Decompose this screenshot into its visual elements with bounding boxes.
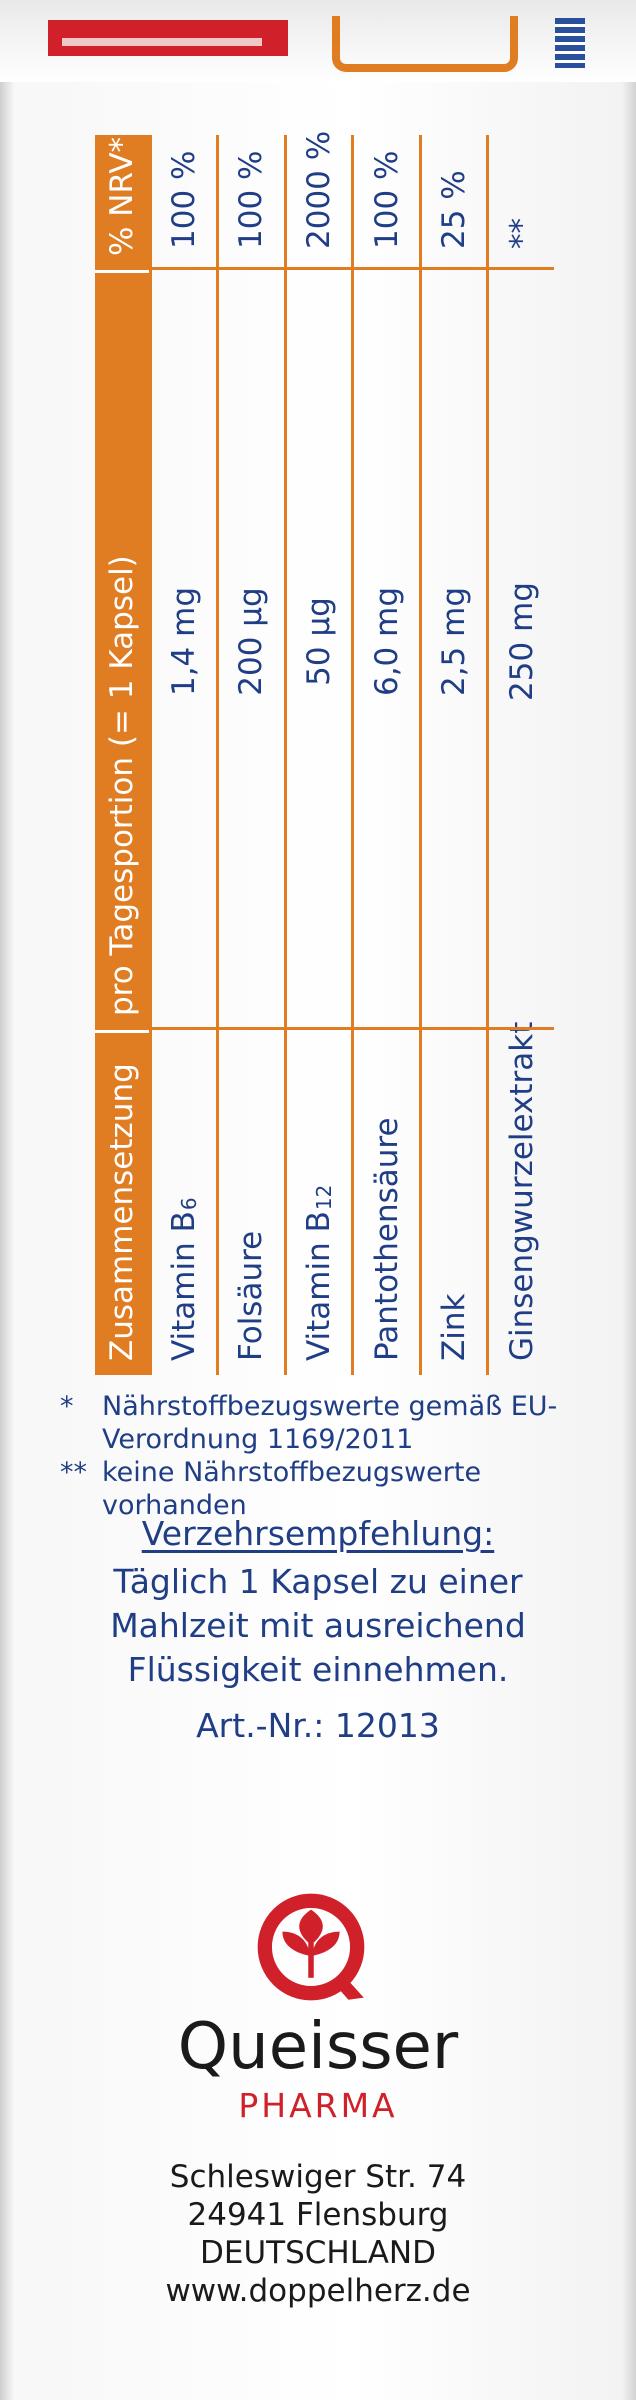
recommendation-line: Täglich 1 Kapsel zu einer xyxy=(113,1562,523,1601)
recommendation-line: Mahlzeit mit ausreichend xyxy=(110,1606,526,1645)
footnote-mark: * xyxy=(60,1391,74,1422)
package-top-cap xyxy=(0,0,636,82)
nrv-cell: 100 % xyxy=(216,135,284,270)
column-daily-portion: pro Tagesportion (= 1 Kapsel) 1,4 mg 200… xyxy=(95,270,554,1030)
right-edge-shadow xyxy=(622,0,636,2400)
ingredient-name: Folsäure xyxy=(233,1230,270,1361)
nrv-cell: 100 % xyxy=(148,135,217,270)
ingredient-subscript: 12 xyxy=(311,1184,336,1211)
recommendation-line: Flüssigkeit einnehmen. xyxy=(127,1650,509,1689)
amount-cell: 1,4 mg xyxy=(148,270,217,1030)
footnote: * Nährstoffbezugswerte gemäß EU-Verordnu… xyxy=(60,1390,600,1456)
address-line: DEUTSCHLAND xyxy=(200,2235,436,2271)
brand-subtitle: PHARMA xyxy=(238,2086,398,2125)
footnote-text: keine Nährstoffbezugswerte vorhanden xyxy=(102,1457,482,1521)
ingredient-name: Ginsengwurzelextrakt xyxy=(503,1021,540,1361)
footnote: ** keine Nährstoffbezugswerte vorhanden xyxy=(60,1456,600,1522)
column-nrv: % NRV* 100 % 100 % 2000 % 100 % 25 % ** xyxy=(95,131,554,270)
nrv-cell: 100 % xyxy=(351,135,419,270)
ingredient-cell: Vitamin B 12 xyxy=(283,1030,352,1375)
recommendation-text: Täglich 1 Kapsel zu einer Mahlzeit mit a… xyxy=(0,1560,636,1692)
brand-name: Queisser xyxy=(177,2010,459,2084)
cap-red-label xyxy=(48,20,288,56)
header-nrv: % NRV* xyxy=(95,135,149,270)
ingredient-name: Vitamin B xyxy=(165,1211,202,1361)
nrv-cell: 25 % xyxy=(418,135,487,270)
address-line: 24941 Flensburg xyxy=(187,2197,449,2233)
ingredient-cell: Pantothensäure xyxy=(351,1030,419,1375)
ingredient-name: Zink xyxy=(436,1293,473,1361)
queisser-leaf-logo-icon xyxy=(257,1893,365,2001)
amount-cell: 2,5 mg xyxy=(418,270,487,1030)
amount-cell: 200 µg xyxy=(216,270,284,1030)
ingredient-cell: Ginsengwurzelextrakt xyxy=(486,1022,554,1375)
cap-blue-barcode xyxy=(555,18,585,68)
recommendation-title: Verzehrsempfehlung: xyxy=(141,1514,495,1553)
ingredient-subscript: 6 xyxy=(176,1197,201,1211)
footnote-mark: ** xyxy=(60,1457,87,1488)
header-daily-portion: pro Tagesportion (= 1 Kapsel) xyxy=(95,270,149,1030)
amount-cell: 6,0 mg xyxy=(351,270,419,1030)
address-block: Schleswiger Str. 74 24941 Flensburg DEUT… xyxy=(0,2158,636,2310)
footnotes: * Nährstoffbezugswerte gemäß EU-Verordnu… xyxy=(60,1390,600,1522)
nrv-cell: 2000 % xyxy=(283,131,352,270)
address-line: Schleswiger Str. 74 xyxy=(169,2159,467,2195)
ingredient-name: Pantothensäure xyxy=(368,1117,405,1361)
nrv-cell: ** xyxy=(486,135,554,270)
article-number: Art.-Nr.: 12013 xyxy=(196,1706,440,1745)
left-edge-shadow xyxy=(0,0,14,2400)
ingredient-cell: Zink xyxy=(418,1030,487,1375)
ingredient-name: Vitamin B xyxy=(300,1211,337,1361)
amount-cell: 50 µg xyxy=(283,270,352,1030)
website-link[interactable]: www.doppelherz.de xyxy=(165,2273,471,2309)
cap-orange-graphic xyxy=(332,16,518,72)
ingredient-cell: Folsäure xyxy=(216,1030,284,1375)
header-composition: Zusammensetzung xyxy=(95,1030,149,1375)
amount-cell: 250 mg xyxy=(486,270,554,1030)
footnote-text: Nährstoffbezugswerte gemäß EU-Verordnung… xyxy=(102,1391,558,1455)
